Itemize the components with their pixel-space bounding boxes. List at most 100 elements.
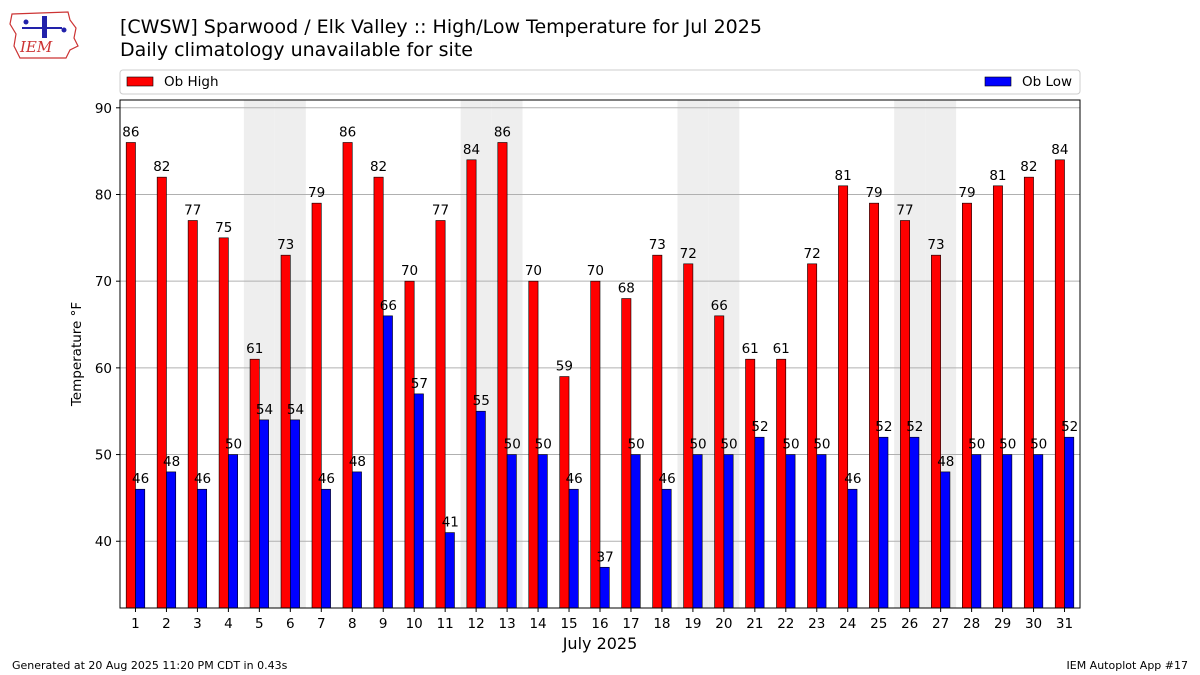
- data-label-low: 46: [658, 471, 675, 487]
- data-label-high: 82: [370, 159, 387, 175]
- x-tick-label: 18: [653, 616, 670, 632]
- bar-high: [992, 185, 1003, 609]
- bar-low: [971, 454, 982, 609]
- data-label-high: 84: [1051, 142, 1068, 158]
- bar-low: [228, 454, 238, 609]
- data-label-low: 52: [906, 419, 923, 435]
- bar-high: [435, 220, 446, 609]
- bar-high: [311, 202, 322, 609]
- data-label-high: 61: [773, 341, 790, 357]
- x-tick-label: 1: [131, 616, 140, 632]
- data-label-low: 50: [782, 437, 799, 453]
- x-tick-label: 27: [932, 616, 949, 632]
- data-label-high: 68: [618, 281, 635, 297]
- data-label-low: 41: [442, 515, 459, 531]
- logo-text: IEM: [19, 38, 53, 56]
- bar-low: [630, 454, 641, 609]
- x-tick-label: 5: [255, 616, 264, 632]
- data-label-high: 61: [742, 341, 759, 357]
- data-label-high: 79: [865, 185, 882, 201]
- data-label-high: 70: [587, 263, 604, 279]
- bar-high: [745, 358, 756, 609]
- data-label-high: 82: [153, 159, 170, 175]
- x-tick-label: 9: [379, 616, 388, 632]
- legend-swatch-high: [126, 76, 154, 87]
- x-tick-label: 28: [963, 616, 980, 632]
- bar-low: [197, 488, 208, 609]
- bar-low: [1002, 454, 1013, 609]
- data-label-low: 46: [566, 471, 583, 487]
- data-label-high: 77: [184, 202, 201, 218]
- data-label-low: 37: [597, 549, 614, 565]
- data-label-low: 50: [999, 437, 1016, 453]
- x-tick-label: 3: [193, 616, 202, 632]
- bar-low: [878, 436, 889, 609]
- data-label-high: 72: [680, 246, 697, 262]
- data-label-high: 79: [958, 185, 975, 201]
- legend-box: [119, 69, 1081, 95]
- data-label-low: 52: [751, 419, 768, 435]
- bar-low: [259, 419, 269, 609]
- bar-low: [320, 488, 331, 609]
- x-tick-label: 16: [591, 616, 608, 632]
- x-tick-label: 4: [224, 616, 233, 632]
- data-label-low: 50: [968, 437, 985, 453]
- chart-title: [CWSW] Sparwood / Elk Valley :: High/Low…: [120, 16, 762, 38]
- x-tick-label: 13: [499, 616, 516, 632]
- bar-low: [351, 471, 362, 609]
- x-tick-label: 7: [317, 616, 326, 632]
- data-label-high: 73: [927, 237, 944, 253]
- bar-low: [568, 488, 579, 609]
- data-label-high: 86: [339, 124, 356, 140]
- data-label-high: 84: [463, 142, 480, 158]
- data-label-low: 50: [689, 437, 706, 453]
- data-label-low: 50: [720, 437, 737, 453]
- bar-low: [909, 436, 920, 609]
- bar-high: [156, 176, 167, 609]
- x-tick-label: 24: [839, 616, 856, 632]
- bar-high: [1023, 176, 1034, 609]
- data-label-low: 54: [287, 402, 304, 418]
- bar-low: [290, 419, 300, 609]
- bar-high: [776, 358, 787, 609]
- data-label-low: 55: [473, 393, 490, 409]
- data-label-high: 66: [711, 298, 728, 314]
- data-label-high: 70: [525, 263, 542, 279]
- bar-low: [475, 410, 486, 609]
- bar-low: [599, 566, 610, 609]
- data-label-low: 48: [937, 454, 954, 470]
- data-label-high: 72: [804, 246, 821, 262]
- x-tick-label: 11: [437, 616, 454, 632]
- x-tick-label: 31: [1056, 616, 1073, 632]
- x-tick-label: 25: [870, 616, 887, 632]
- x-tick-label: 23: [808, 616, 825, 632]
- data-label-low: 48: [349, 454, 366, 470]
- data-label-high: 70: [401, 263, 418, 279]
- generated-text: Generated at 20 Aug 2025 11:20 PM CDT in…: [12, 659, 288, 672]
- data-label-low: 46: [844, 471, 861, 487]
- data-label-low: 66: [380, 298, 397, 314]
- bar-low: [785, 454, 796, 609]
- data-label-high: 59: [556, 359, 573, 375]
- y-tick-label: 50: [95, 448, 112, 464]
- x-tick-label: 22: [777, 616, 794, 632]
- data-label-high: 82: [1020, 159, 1037, 175]
- bar-low: [135, 488, 146, 609]
- bar-high: [218, 237, 229, 609]
- bar-low: [444, 532, 455, 609]
- data-label-low: 52: [875, 419, 892, 435]
- bar-high: [280, 254, 291, 609]
- x-tick-label: 20: [715, 616, 732, 632]
- bar-high: [900, 220, 910, 609]
- bar-high: [869, 202, 880, 609]
- x-axis-label: July 2025: [562, 634, 638, 653]
- data-labels: 86 46 82 48 77 46 75 50 61 54 73 54 79 46 86 48 82 66 70 57…: [122, 124, 1078, 565]
- bar-low: [692, 454, 703, 609]
- y-tick-label: 40: [95, 534, 112, 550]
- data-label-low: 57: [411, 376, 428, 392]
- y-tick-label: 90: [95, 101, 112, 117]
- data-label-low: 46: [318, 471, 335, 487]
- bar-high: [962, 202, 972, 609]
- bar-high: [342, 142, 353, 609]
